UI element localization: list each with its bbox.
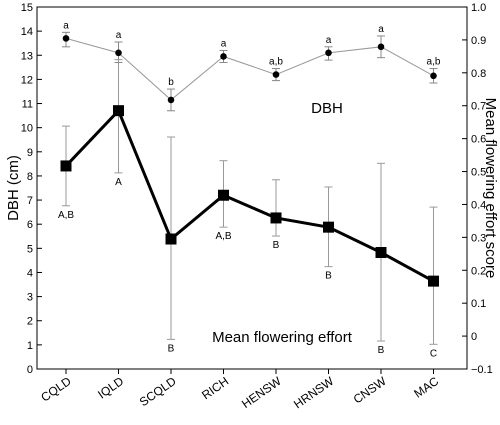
right-tick-label: 1.0 (471, 2, 486, 14)
left-tick-label: 0 (27, 364, 33, 376)
flowering-point (165, 233, 177, 245)
left-tick-label: 10 (21, 123, 33, 135)
left-tick-label: 11 (22, 99, 33, 111)
x-tick-label: CNSW (351, 374, 390, 407)
left-tick-label: 12 (21, 74, 33, 86)
flowering-significance-letter: A,B (215, 231, 231, 242)
right-axis-ticks: −0.1 0 0.1 0.2 0.3 0.4 0.5 0.6 0.7 0.8 0.9 1.0 (462, 2, 493, 376)
x-tick-label: HENSW (239, 374, 284, 411)
left-axis-label: DBH (cm) (5, 155, 22, 221)
right-tick-label: 0.8 (471, 68, 486, 80)
dbh-significance-letter: a (378, 24, 384, 35)
flowering-significance-letter: C (430, 348, 437, 359)
flowering-significance-letter: B (273, 240, 280, 251)
x-tick-label: MAC (411, 374, 441, 401)
dbh-significance-letter: a,b (427, 57, 441, 68)
left-tick-label: 13 (21, 50, 33, 62)
x-tick-label: IQLD (95, 374, 126, 402)
x-tick-label: SCQLD (137, 374, 179, 409)
dbh-point (377, 43, 385, 51)
flowering-line (64, 107, 435, 283)
series-label-flowering-effort: Mean flowering effort (212, 329, 353, 346)
dbh-point (430, 72, 437, 80)
flowering-point (323, 221, 334, 233)
dbh-significance-letter: a (221, 38, 227, 49)
left-tick-label: 7 (27, 195, 33, 207)
x-axis-ticks: CQLD IQLD SCQLD RICH HENSW HRNSW CNSW MAC (38, 369, 441, 411)
right-tick-label: 0.5 (471, 167, 486, 179)
right-tick-label: −0.1 (471, 364, 493, 376)
series-flowering-effort: A,B A B A,B B B B C (58, 59, 439, 359)
dbh-line (65, 37, 434, 101)
flowering-point (113, 105, 124, 117)
left-tick-label: 14 (21, 26, 33, 38)
x-tick-label: HRNSW (291, 374, 337, 412)
left-tick-label: 8 (27, 171, 33, 183)
right-tick-label: 0 (471, 331, 477, 343)
dbh-point (325, 49, 332, 57)
left-tick-label: 6 (27, 219, 33, 231)
right-tick-label: 0.3 (471, 232, 486, 244)
flowering-point (428, 275, 439, 287)
flowering-significance-letter: B (378, 345, 385, 356)
right-tick-label: 0.9 (471, 35, 486, 47)
dbh-point (62, 35, 70, 42)
left-tick-label: 15 (21, 2, 33, 14)
dbh-point (115, 49, 122, 57)
left-tick-label: 4 (27, 267, 33, 279)
flowering-point (60, 160, 72, 172)
dbh-significance-letter: a (116, 30, 122, 41)
x-tick-label: CQLD (38, 374, 74, 405)
dbh-significance-letter: a,b (269, 57, 283, 68)
dbh-significance-letter: b (168, 77, 174, 88)
dbh-point (220, 53, 227, 60)
dbh-significance-letter: a (326, 35, 332, 46)
right-tick-label: 0.7 (471, 101, 486, 113)
flowering-point (270, 212, 282, 224)
flowering-significance-letter: A,B (58, 210, 74, 221)
flowering-significance-letter: B (325, 271, 332, 282)
left-tick-label: 3 (27, 292, 33, 304)
plot-frame (36, 6, 468, 370)
flowering-point (375, 247, 387, 259)
left-tick-label: 2 (27, 316, 33, 328)
dbh-significance-letter: a (63, 20, 69, 31)
x-tick-label: RICH (199, 374, 231, 402)
right-tick-label: 0.2 (471, 265, 486, 277)
flowering-significance-letter: B (168, 343, 175, 354)
right-axis-label: Mean flowering effort score (482, 98, 499, 279)
left-tick-label: 5 (27, 243, 33, 255)
series-label-dbh: DBH (311, 100, 343, 117)
series-dbh: a a b a a,b a a a,b (62, 20, 441, 112)
right-tick-label: 0.4 (471, 199, 486, 211)
right-tick-label: 0.6 (471, 134, 486, 146)
flowering-point (218, 189, 229, 201)
right-tick-label: 0.1 (471, 298, 486, 310)
left-tick-label: 9 (27, 147, 33, 159)
flowering-significance-letter: A (115, 177, 122, 188)
dbh-point (272, 71, 280, 78)
left-tick-label: 1 (27, 340, 33, 352)
dbh-point (167, 96, 175, 104)
